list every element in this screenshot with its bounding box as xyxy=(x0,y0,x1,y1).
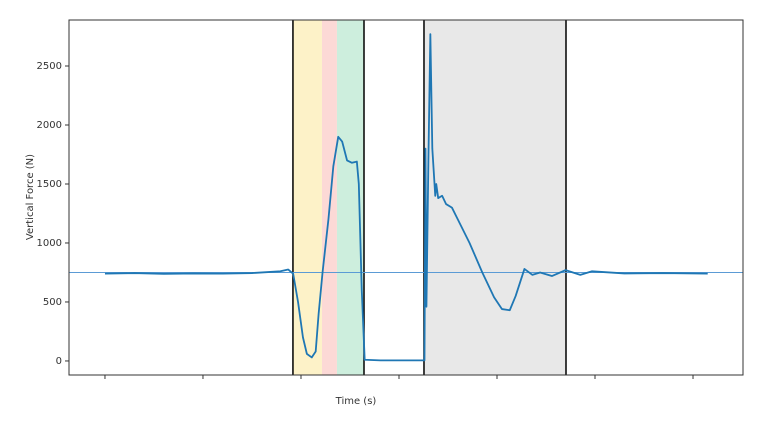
plot-frame xyxy=(68,19,744,376)
y-tick-label: 0 xyxy=(56,356,62,367)
y-axis-label: Vertical Force (N) xyxy=(25,154,36,240)
y-tick-label: 1500 xyxy=(37,179,62,190)
y-tick-label: 2000 xyxy=(37,120,62,131)
y-tick-label: 1000 xyxy=(37,238,62,249)
y-tick-label: 500 xyxy=(43,297,62,308)
shaded-span xyxy=(321,20,337,375)
y-tick-label: 2500 xyxy=(37,61,62,72)
x-axis-label: Time (s) xyxy=(335,396,377,407)
shaded-span xyxy=(423,20,566,375)
shaded-span xyxy=(292,20,322,375)
data-line xyxy=(104,33,708,362)
